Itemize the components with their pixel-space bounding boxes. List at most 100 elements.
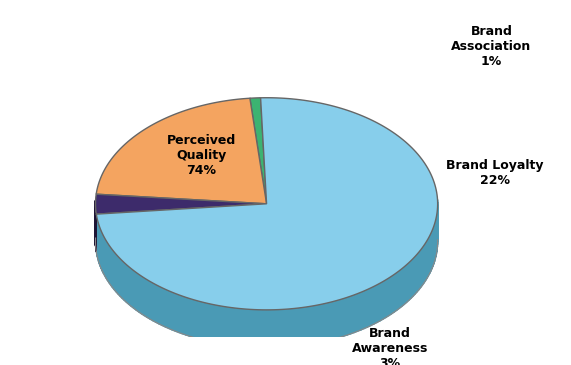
Polygon shape — [255, 310, 259, 347]
Polygon shape — [250, 98, 267, 204]
Polygon shape — [435, 219, 436, 260]
Text: Brand Loyalty
22%: Brand Loyalty 22% — [446, 159, 544, 187]
Polygon shape — [432, 229, 433, 269]
Polygon shape — [361, 291, 364, 330]
Polygon shape — [298, 308, 302, 346]
Polygon shape — [306, 306, 310, 345]
Polygon shape — [344, 297, 347, 336]
Polygon shape — [419, 250, 421, 290]
Polygon shape — [367, 288, 371, 327]
Polygon shape — [417, 252, 419, 292]
Polygon shape — [134, 270, 136, 310]
Polygon shape — [235, 308, 239, 346]
Polygon shape — [385, 278, 388, 318]
Polygon shape — [109, 245, 111, 285]
Polygon shape — [156, 285, 159, 324]
Polygon shape — [105, 238, 106, 278]
Polygon shape — [147, 280, 150, 319]
Polygon shape — [96, 98, 437, 310]
Polygon shape — [433, 224, 435, 264]
Polygon shape — [347, 296, 351, 335]
Polygon shape — [142, 276, 144, 316]
Polygon shape — [169, 291, 172, 330]
Polygon shape — [421, 248, 423, 288]
Polygon shape — [364, 289, 367, 328]
Polygon shape — [111, 247, 112, 287]
Polygon shape — [290, 308, 294, 346]
Polygon shape — [294, 308, 298, 346]
Polygon shape — [401, 267, 404, 307]
Polygon shape — [399, 269, 401, 308]
Polygon shape — [397, 271, 399, 310]
Polygon shape — [215, 305, 219, 343]
Polygon shape — [286, 309, 290, 347]
Polygon shape — [373, 285, 377, 324]
Polygon shape — [243, 309, 247, 347]
Polygon shape — [200, 301, 204, 340]
Polygon shape — [204, 303, 208, 341]
Polygon shape — [302, 307, 306, 345]
Polygon shape — [162, 288, 166, 327]
Polygon shape — [263, 310, 267, 347]
Polygon shape — [340, 299, 344, 337]
Polygon shape — [116, 254, 118, 294]
Polygon shape — [150, 281, 153, 321]
Polygon shape — [211, 304, 215, 343]
Polygon shape — [102, 234, 103, 274]
Polygon shape — [190, 299, 193, 337]
Polygon shape — [377, 283, 380, 323]
Polygon shape — [196, 301, 200, 339]
Polygon shape — [227, 307, 231, 345]
Polygon shape — [383, 280, 385, 319]
Polygon shape — [411, 259, 413, 299]
Polygon shape — [99, 226, 100, 266]
Polygon shape — [182, 296, 186, 335]
Polygon shape — [409, 261, 411, 300]
Polygon shape — [325, 303, 329, 341]
Polygon shape — [310, 306, 313, 344]
Polygon shape — [354, 294, 357, 333]
Polygon shape — [313, 305, 317, 343]
Polygon shape — [186, 297, 190, 336]
Polygon shape — [423, 245, 424, 285]
Polygon shape — [120, 258, 122, 298]
Polygon shape — [259, 310, 263, 347]
Polygon shape — [275, 310, 279, 347]
Polygon shape — [388, 276, 391, 316]
Polygon shape — [114, 252, 116, 292]
Polygon shape — [371, 287, 373, 326]
Polygon shape — [159, 287, 162, 326]
Polygon shape — [219, 306, 223, 344]
Polygon shape — [404, 265, 407, 304]
Polygon shape — [127, 265, 129, 304]
Polygon shape — [129, 267, 131, 306]
Polygon shape — [172, 292, 175, 331]
Polygon shape — [321, 303, 325, 342]
Polygon shape — [98, 222, 99, 262]
Polygon shape — [97, 219, 98, 259]
Polygon shape — [118, 256, 120, 296]
Text: Brand
Association
1%: Brand Association 1% — [451, 25, 532, 68]
Polygon shape — [101, 231, 102, 271]
Polygon shape — [144, 278, 147, 318]
Polygon shape — [413, 257, 415, 296]
Polygon shape — [415, 254, 417, 294]
Polygon shape — [332, 301, 336, 339]
Polygon shape — [239, 308, 243, 346]
Polygon shape — [166, 289, 169, 328]
Polygon shape — [247, 309, 251, 347]
Polygon shape — [103, 236, 105, 276]
Polygon shape — [153, 283, 156, 322]
Polygon shape — [231, 307, 235, 346]
Polygon shape — [428, 236, 429, 276]
Polygon shape — [425, 241, 427, 281]
Polygon shape — [96, 98, 267, 204]
Text: Perceived
Quality
74%: Perceived Quality 74% — [167, 134, 236, 177]
Polygon shape — [394, 273, 397, 312]
Polygon shape — [380, 282, 383, 321]
Polygon shape — [357, 292, 361, 331]
Polygon shape — [223, 306, 227, 345]
Polygon shape — [112, 250, 114, 289]
Polygon shape — [267, 310, 271, 347]
Polygon shape — [279, 310, 282, 347]
